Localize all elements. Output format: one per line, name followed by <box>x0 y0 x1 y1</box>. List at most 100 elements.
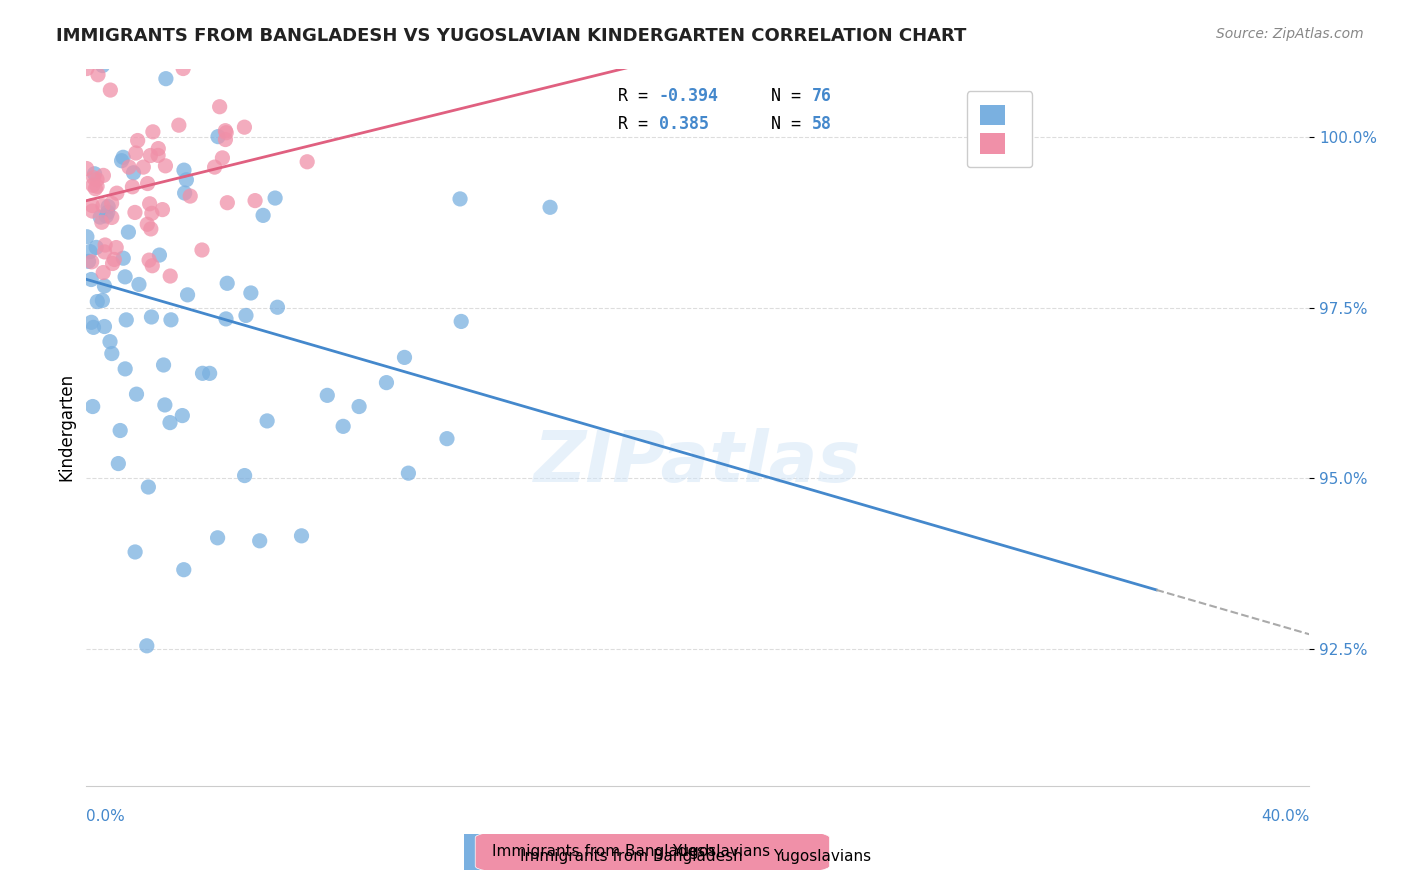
Point <box>112 150 135 164</box>
Text: Source: ZipAtlas.com: Source: ZipAtlas.com <box>1216 27 1364 41</box>
Point <box>125 146 148 161</box>
Point <box>214 132 236 146</box>
Point <box>98 334 121 349</box>
Point <box>155 159 177 173</box>
Point <box>86 172 108 186</box>
Point <box>82 178 104 193</box>
Point <box>86 294 108 309</box>
Point <box>207 129 229 144</box>
Text: N =: N = <box>770 87 811 104</box>
Text: R =: R = <box>619 87 658 104</box>
Point <box>97 43 120 57</box>
Text: Yugoslavians: Yugoslavians <box>672 845 770 859</box>
Point <box>84 182 107 196</box>
Point <box>82 320 104 334</box>
Point <box>110 153 132 168</box>
Text: R =: R = <box>619 115 658 134</box>
Point <box>176 288 198 302</box>
Point <box>290 529 312 543</box>
Text: Immigrants from Bangladesh: Immigrants from Bangladesh <box>492 845 714 859</box>
Point <box>191 243 214 257</box>
Point <box>121 179 143 194</box>
Point <box>191 367 214 381</box>
Point <box>93 244 115 259</box>
Point <box>93 279 115 293</box>
Point <box>172 62 194 76</box>
Text: N =: N = <box>770 115 811 134</box>
Point <box>139 222 162 236</box>
Point <box>204 160 226 174</box>
Point <box>98 83 121 97</box>
Point <box>449 192 471 206</box>
Point <box>136 177 159 191</box>
Point <box>252 208 274 222</box>
Point <box>176 173 198 187</box>
Point <box>93 319 115 334</box>
Point <box>82 204 104 219</box>
Point <box>142 125 165 139</box>
Point <box>127 134 149 148</box>
Point <box>160 313 183 327</box>
Point <box>132 160 155 174</box>
Point <box>141 310 163 324</box>
Point <box>108 424 131 438</box>
Point <box>375 376 398 390</box>
Point <box>233 120 256 135</box>
Point <box>239 285 262 300</box>
Point <box>105 186 128 201</box>
Point <box>82 198 104 212</box>
Point <box>207 531 229 545</box>
Text: 76: 76 <box>811 87 831 104</box>
Point <box>249 533 271 548</box>
Point <box>208 100 231 114</box>
Point <box>155 71 177 86</box>
Point <box>82 400 104 414</box>
Point <box>233 468 256 483</box>
Point <box>117 225 139 239</box>
Point <box>93 169 115 183</box>
Point <box>264 191 287 205</box>
Point <box>91 293 114 308</box>
Point <box>211 151 233 165</box>
Point <box>538 200 561 214</box>
Point <box>141 259 163 273</box>
Point <box>347 400 370 414</box>
Point <box>84 240 107 254</box>
Point <box>76 161 98 176</box>
Text: 0.385: 0.385 <box>658 115 709 134</box>
Point <box>214 124 236 138</box>
Point <box>103 252 125 267</box>
Text: 0.0%: 0.0% <box>86 809 125 824</box>
Point <box>97 200 120 214</box>
Point <box>101 346 124 360</box>
Point <box>179 189 201 203</box>
Point <box>118 160 141 174</box>
Point <box>148 248 170 262</box>
Point <box>148 142 170 156</box>
Point <box>138 480 160 494</box>
Text: ZIPatlas: ZIPatlas <box>534 428 862 498</box>
Point <box>94 238 117 252</box>
Point <box>138 196 160 211</box>
Point <box>436 432 458 446</box>
Y-axis label: Kindergarten: Kindergarten <box>58 373 75 481</box>
Point <box>141 206 163 220</box>
Point <box>332 419 354 434</box>
Point <box>101 256 124 270</box>
Point <box>101 211 124 225</box>
FancyBboxPatch shape <box>475 827 830 877</box>
Point <box>91 59 114 73</box>
Point <box>114 269 136 284</box>
Point <box>215 126 238 140</box>
Point <box>125 387 148 401</box>
Point <box>83 170 105 185</box>
Text: IMMIGRANTS FROM BANGLADESH VS YUGOSLAVIAN KINDERGARTEN CORRELATION CHART: IMMIGRANTS FROM BANGLADESH VS YUGOSLAVIA… <box>56 27 966 45</box>
Point <box>139 148 162 162</box>
FancyBboxPatch shape <box>295 827 650 877</box>
Point <box>114 362 136 376</box>
Point <box>112 251 135 265</box>
Point <box>256 414 278 428</box>
Point <box>83 167 105 181</box>
Point <box>128 277 150 292</box>
Point <box>198 367 221 381</box>
